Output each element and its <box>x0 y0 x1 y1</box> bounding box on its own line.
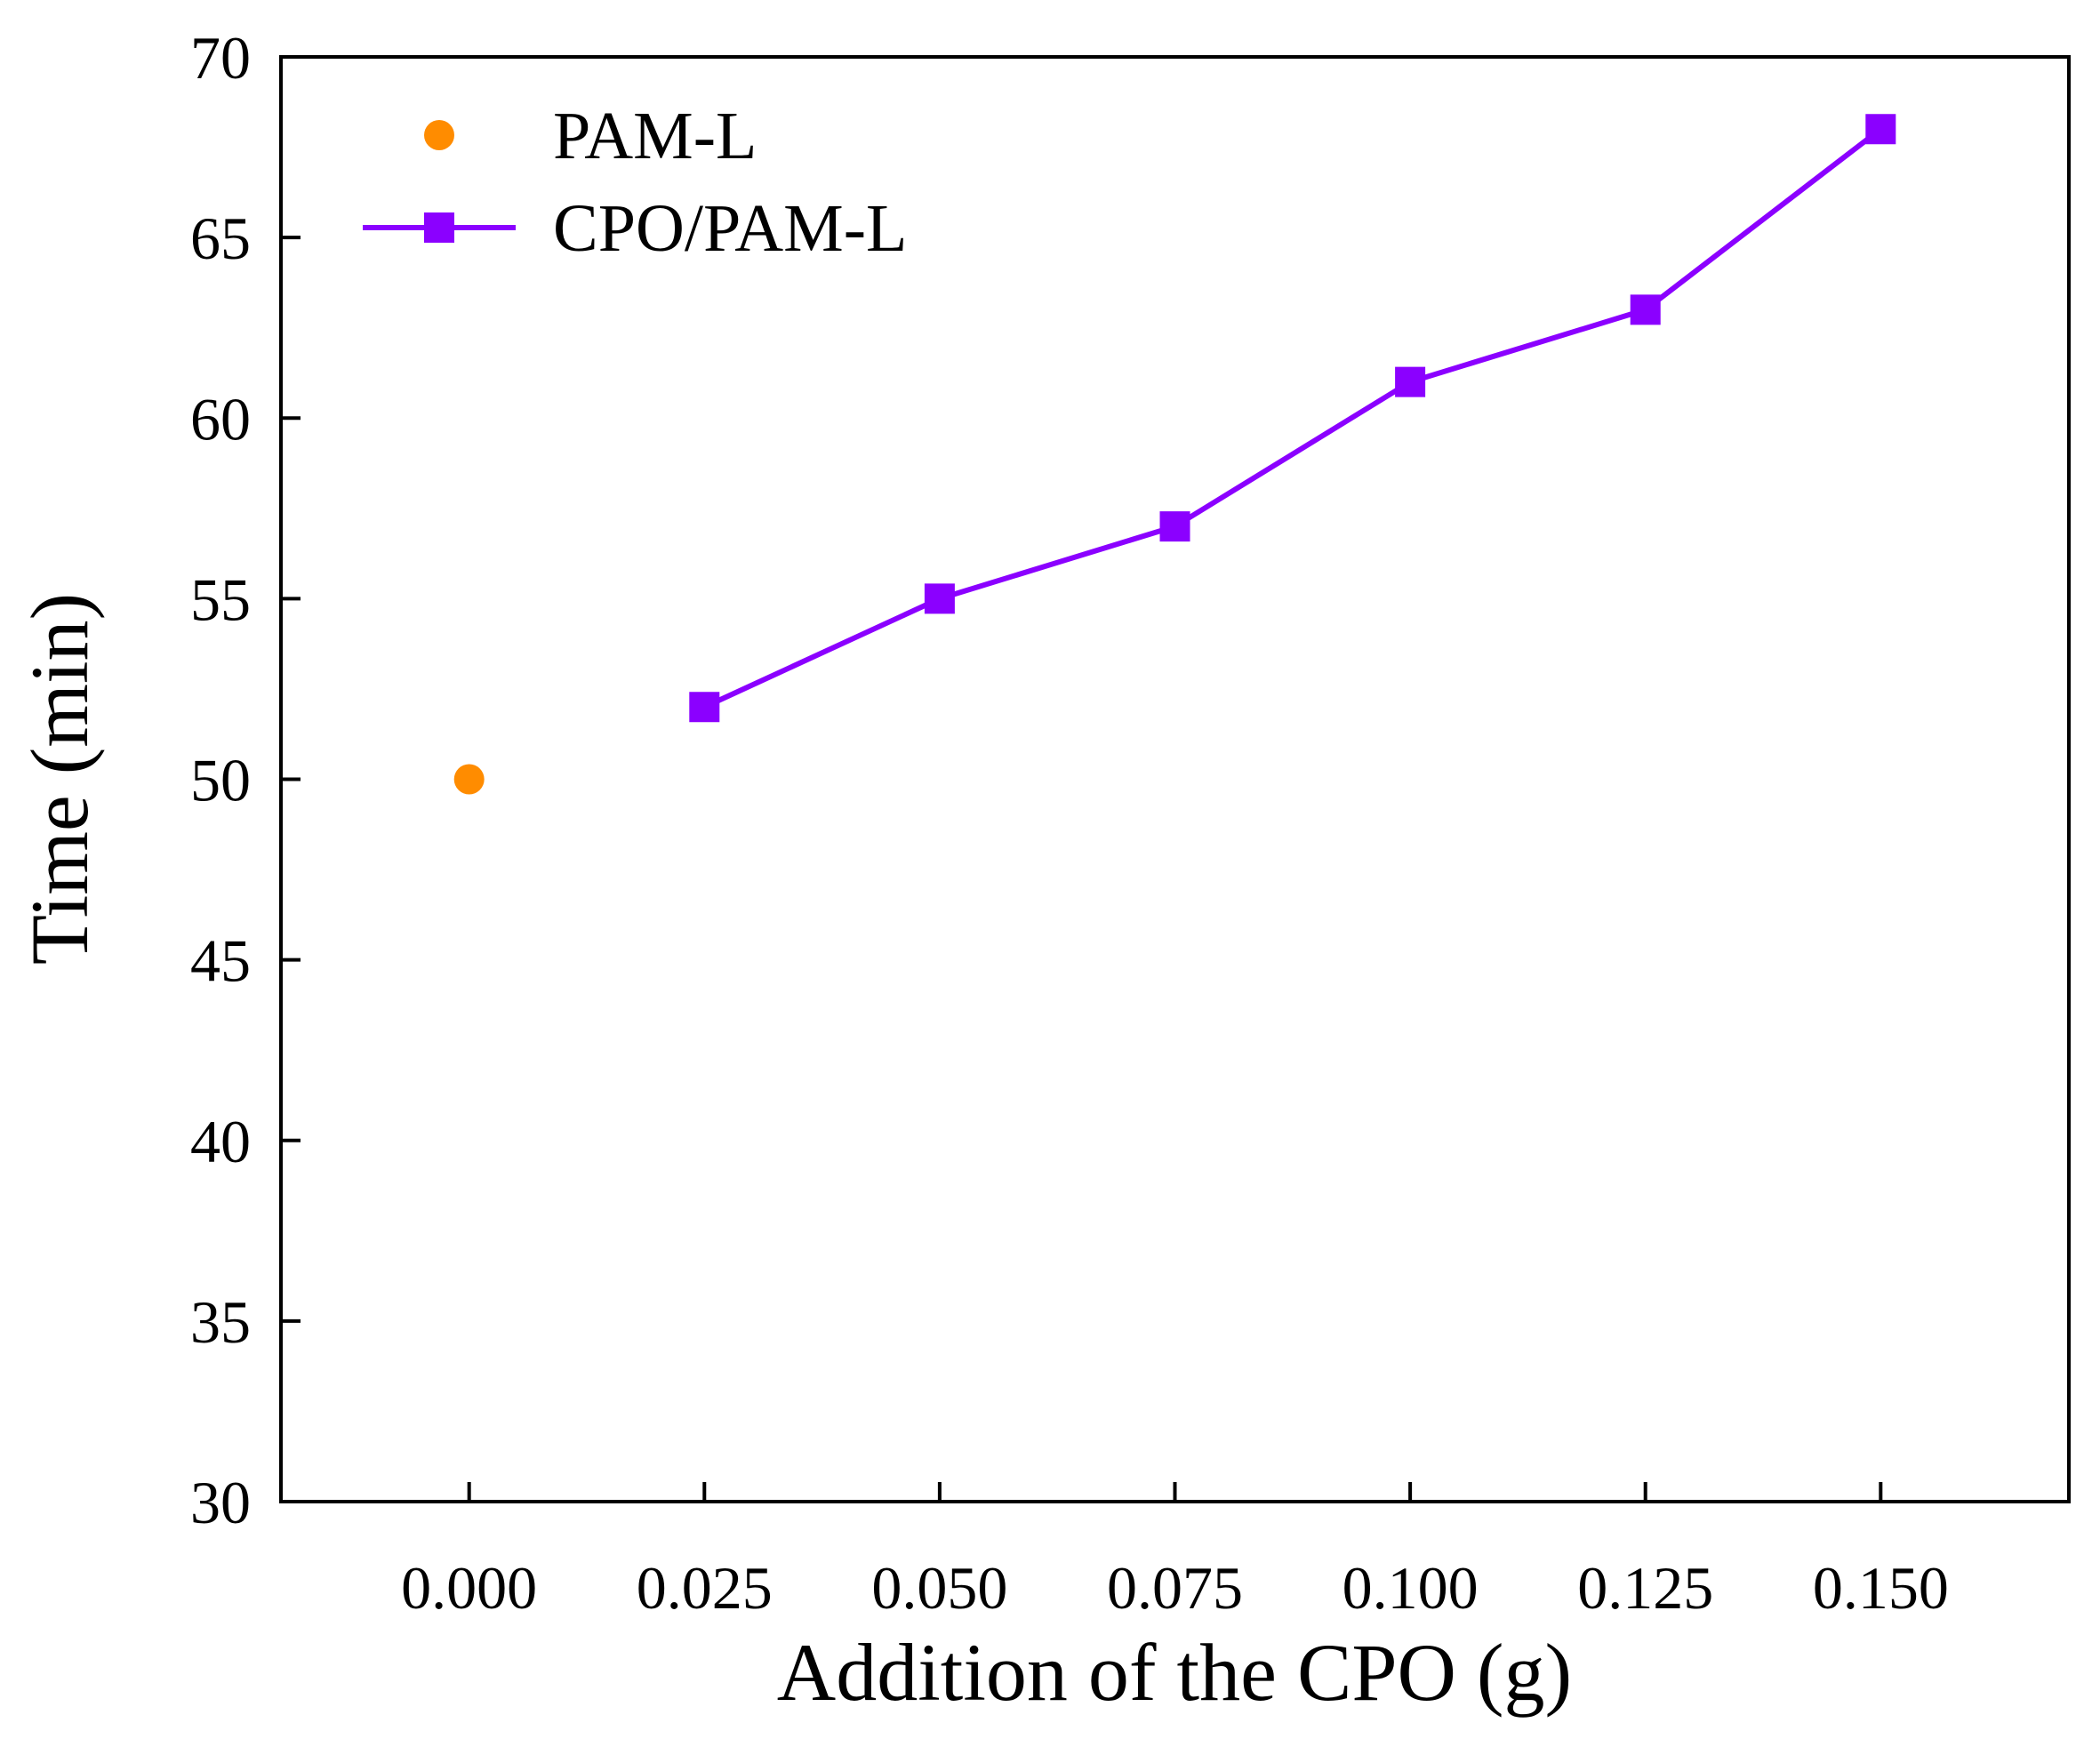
ticks-layer: 0.000 0.025 0.050 0.075 0.100 0.125 0.150 30 35 4… <box>190 24 1949 1622</box>
data-point-cpo-pam-l <box>924 583 955 614</box>
y-tick-label: 65 <box>190 204 251 272</box>
y-tick-label: 55 <box>190 565 251 633</box>
x-tick-label: 0.150 <box>1813 1554 1949 1622</box>
data-point-pam-l <box>453 764 485 795</box>
y-tick-label: 70 <box>190 24 251 92</box>
series-line-cpo-pam-l <box>703 126 1883 709</box>
x-tick-label: 0.000 <box>401 1554 537 1622</box>
data-point-cpo-pam-l <box>1630 294 1661 325</box>
x-tick-label: 0.125 <box>1577 1554 1713 1622</box>
x-tick-label: 0.075 <box>1107 1554 1243 1622</box>
data-point-cpo-pam-l <box>1159 511 1190 542</box>
data-point-cpo-pam-l <box>689 692 720 723</box>
legend-marker-cpo-pam-l <box>424 212 454 243</box>
y-tick-label: 60 <box>190 385 251 453</box>
data-point-cpo-pam-l <box>1395 366 1426 397</box>
y-tick-label: 40 <box>190 1108 251 1175</box>
x-axis-title: Addition of the CPO (g) <box>777 1627 1572 1718</box>
y-tick-label: 30 <box>190 1469 251 1536</box>
y-axis-title: Time (min) <box>14 593 105 965</box>
legend-label-cpo-pam-l: CPO/PAM-L <box>553 191 907 266</box>
legend-marker-pam-l <box>424 120 454 150</box>
plot-area-frame <box>279 55 2071 1503</box>
legend: PAM-L CPO/PAM-L <box>363 99 907 266</box>
y-tick-label: 35 <box>190 1288 251 1356</box>
legend-label-pam-l: PAM-L <box>553 99 757 173</box>
data-point-cpo-pam-l <box>1865 114 1896 145</box>
x-tick-label: 0.100 <box>1343 1554 1479 1622</box>
x-tick-label: 0.050 <box>871 1554 1007 1622</box>
series-layer <box>453 114 1896 795</box>
y-tick-label: 45 <box>190 927 251 995</box>
x-tick-label: 0.025 <box>637 1554 773 1622</box>
y-tick-label: 50 <box>190 747 251 814</box>
